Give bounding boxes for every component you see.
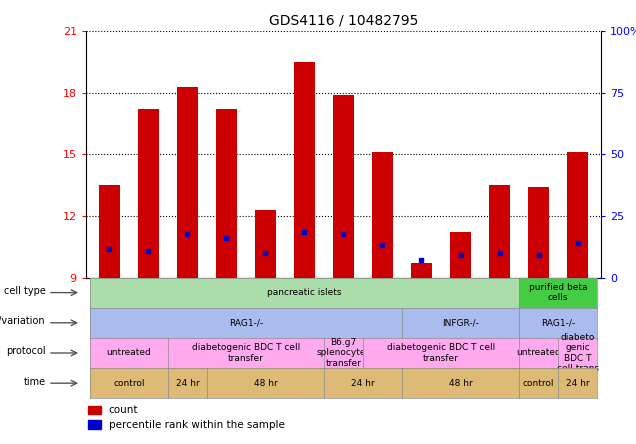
Text: diabeto
genic
BDC T
cell trans: diabeto genic BDC T cell trans: [556, 333, 598, 373]
Bar: [88, 405, 101, 414]
Text: genotype/variation: genotype/variation: [0, 316, 46, 326]
Bar: [177, 87, 198, 278]
Text: RAG1-/-: RAG1-/-: [541, 318, 575, 327]
Text: INFGR-/-: INFGR-/-: [442, 318, 479, 327]
Text: time: time: [24, 377, 46, 387]
Bar: [411, 263, 432, 278]
Bar: [216, 109, 237, 278]
Text: untreated: untreated: [106, 349, 151, 357]
Bar: [567, 152, 588, 278]
Bar: [254, 210, 276, 278]
Bar: [294, 62, 315, 278]
Bar: [88, 420, 101, 429]
Text: 24 hr: 24 hr: [566, 379, 590, 388]
Bar: [333, 95, 354, 278]
Text: purified beta
cells: purified beta cells: [529, 283, 587, 302]
Text: untreated: untreated: [516, 349, 561, 357]
Text: pancreatic islets: pancreatic islets: [267, 288, 342, 297]
Text: 48 hr: 48 hr: [254, 379, 277, 388]
Bar: [137, 109, 159, 278]
Text: 24 hr: 24 hr: [176, 379, 199, 388]
Bar: [99, 185, 120, 278]
Text: B6.g7
splenocytes
transfer: B6.g7 splenocytes transfer: [316, 338, 371, 368]
Text: control: control: [523, 379, 555, 388]
Bar: [371, 152, 393, 278]
Text: 48 hr: 48 hr: [448, 379, 473, 388]
Text: control: control: [113, 379, 144, 388]
Text: diabetogenic BDC T cell
transfer: diabetogenic BDC T cell transfer: [387, 343, 495, 363]
Text: count: count: [109, 405, 138, 415]
Text: 24 hr: 24 hr: [351, 379, 375, 388]
Bar: [450, 232, 471, 278]
Text: protocol: protocol: [6, 346, 46, 357]
Title: GDS4116 / 10482795: GDS4116 / 10482795: [269, 13, 418, 27]
Text: RAG1-/-: RAG1-/-: [229, 318, 263, 327]
Bar: [489, 185, 510, 278]
Text: diabetogenic BDC T cell
transfer: diabetogenic BDC T cell transfer: [191, 343, 300, 363]
Bar: [528, 187, 550, 278]
Text: cell type: cell type: [4, 286, 46, 296]
Text: percentile rank within the sample: percentile rank within the sample: [109, 420, 284, 430]
